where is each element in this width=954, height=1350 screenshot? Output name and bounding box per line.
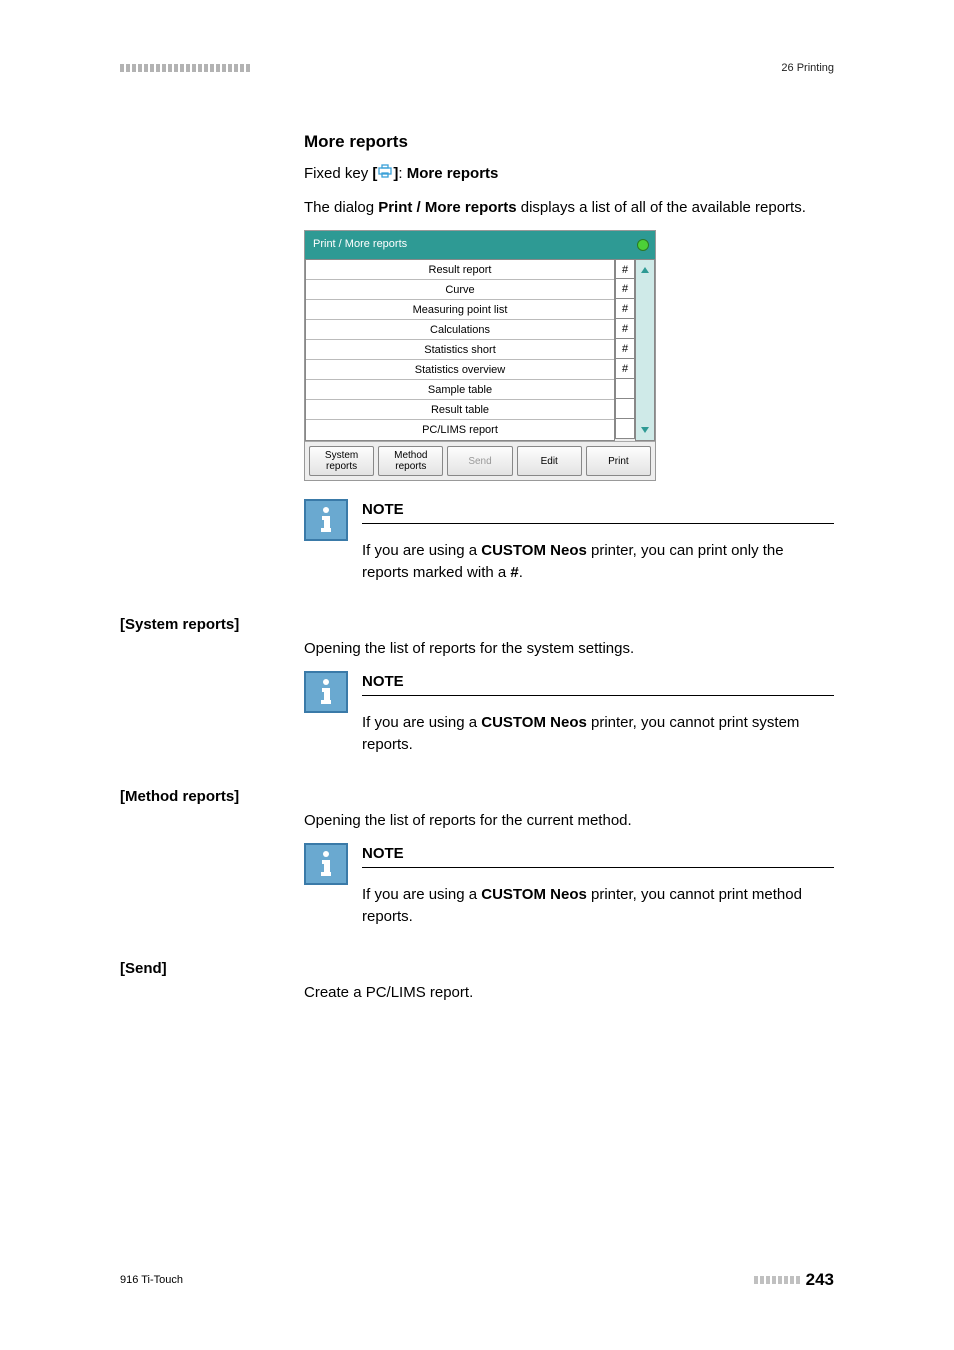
more-reports-intro: The dialog Print / More reports displays…	[304, 197, 834, 219]
page-footer: 916 Ti-Touch 243	[120, 1270, 834, 1290]
note-title: NOTE	[362, 499, 834, 524]
send-label: [Send]	[120, 958, 304, 1016]
list-item[interactable]: Sample table	[306, 380, 614, 400]
header-section-label: 26 Printing	[781, 62, 834, 74]
print-dialog: Print / More reports Result report Curve…	[304, 230, 656, 481]
print-button[interactable]: Print	[586, 446, 651, 476]
send-button[interactable]: Send	[447, 446, 512, 476]
info-icon	[304, 499, 348, 541]
hash-cell	[615, 379, 635, 399]
info-icon	[304, 843, 348, 885]
note-title: NOTE	[362, 843, 834, 868]
hash-cell: #	[615, 319, 635, 339]
print-icon	[377, 163, 393, 185]
dialog-title: Print / More reports	[313, 237, 407, 253]
method-reports-desc: Opening the list of reports for the curr…	[304, 810, 834, 832]
fixed-key-line: Fixed key []: More reports	[304, 163, 834, 185]
note-box: NOTE If you are using a CUSTOM Neos prin…	[304, 499, 834, 583]
hash-cell: #	[615, 299, 635, 319]
dialog-body: Result report Curve Measuring point list…	[305, 259, 655, 441]
list-item[interactable]: Statistics short	[306, 340, 614, 360]
page-header: 26 Printing	[120, 62, 834, 74]
hash-cell: #	[615, 339, 635, 359]
hash-cell	[615, 419, 635, 439]
page-number: 243	[806, 1270, 834, 1290]
list-item[interactable]: Measuring point list	[306, 300, 614, 320]
note-title: NOTE	[362, 671, 834, 696]
header-ticks	[120, 64, 250, 72]
system-reports-desc: Opening the list of reports for the syst…	[304, 638, 834, 660]
method-reports-label: [Method reports]	[120, 786, 304, 938]
scroll-track[interactable]	[636, 280, 654, 420]
list-item[interactable]: Calculations	[306, 320, 614, 340]
intro-bold: Print / More reports	[378, 199, 516, 216]
list-item[interactable]: PC/LIMS report	[306, 420, 614, 440]
note-box: NOTE If you are using a CUSTOM Neos prin…	[304, 843, 834, 927]
dialog-footer: System reports Method reports Send Edit …	[305, 441, 655, 480]
hash-cell	[615, 399, 635, 419]
system-reports-button[interactable]: System reports	[309, 446, 374, 476]
hash-cell: #	[615, 359, 635, 379]
edit-button[interactable]: Edit	[517, 446, 582, 476]
list-item[interactable]: Statistics overview	[306, 360, 614, 380]
list-item[interactable]: Result table	[306, 400, 614, 420]
note-text: If you are using a CUSTOM Neos printer, …	[362, 884, 834, 928]
fixed-key-colon: :	[398, 165, 406, 182]
report-list[interactable]: Result report Curve Measuring point list…	[305, 259, 615, 441]
footer-ticks	[754, 1276, 800, 1284]
note-text: If you are using a CUSTOM Neos printer, …	[362, 540, 834, 584]
more-reports-heading: More reports	[304, 130, 834, 155]
scrollbar[interactable]	[635, 259, 655, 441]
scroll-down-icon[interactable]	[636, 420, 654, 440]
intro-prefix: The dialog	[304, 199, 378, 216]
intro-suffix: displays a list of all of the available …	[517, 199, 806, 216]
hash-column: # # # # # #	[615, 259, 635, 441]
info-icon	[304, 671, 348, 713]
fixed-key-prefix: Fixed key	[304, 165, 372, 182]
fixed-key-label: More reports	[407, 165, 499, 182]
footer-product: 916 Ti-Touch	[120, 1274, 183, 1286]
list-item[interactable]: Curve	[306, 280, 614, 300]
dialog-titlebar: Print / More reports	[305, 231, 655, 259]
hash-cell: #	[615, 279, 635, 299]
send-desc: Create a PC/LIMS report.	[304, 982, 834, 1004]
note-box: NOTE If you are using a CUSTOM Neos prin…	[304, 671, 834, 755]
hash-cell: #	[615, 259, 635, 279]
scroll-up-icon[interactable]	[636, 260, 654, 280]
system-reports-label: [System reports]	[120, 614, 304, 766]
method-reports-button[interactable]: Method reports	[378, 446, 443, 476]
note-text: If you are using a CUSTOM Neos printer, …	[362, 712, 834, 756]
status-dot-icon	[637, 239, 649, 251]
list-item[interactable]: Result report	[306, 260, 614, 280]
